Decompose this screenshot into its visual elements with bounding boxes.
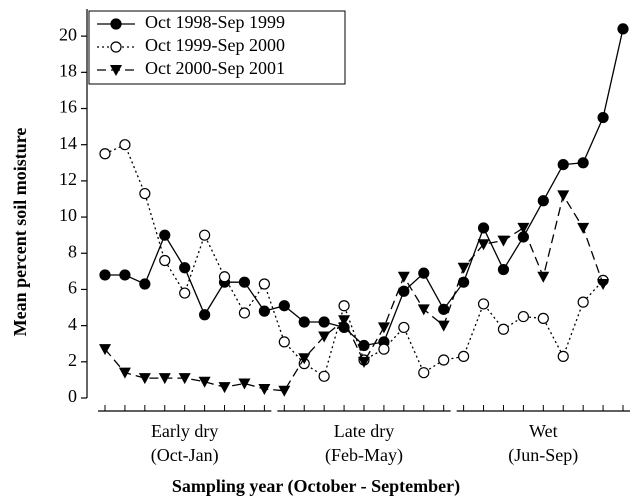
marker [119,269,131,281]
marker [417,304,430,316]
marker [577,157,589,169]
marker [397,271,410,283]
marker [398,285,410,297]
marker [557,350,569,362]
marker [458,350,470,362]
y-tick-label: 18 [59,60,77,80]
marker [577,296,589,308]
marker [378,343,390,355]
marker [99,344,111,356]
marker [118,367,131,379]
y-tick-label: 0 [68,386,77,406]
marker [418,367,430,379]
marker [99,269,111,281]
marker [537,195,549,207]
group-label: Late dry [334,421,394,441]
marker [198,376,211,388]
marker [338,315,351,327]
marker [278,336,290,348]
marker [238,307,251,319]
marker [238,276,251,288]
y-axis-label: Mean percent soil moisture [10,128,30,337]
y-tick-label: 14 [59,133,77,153]
legend-marker [110,18,122,30]
marker [557,190,570,202]
legend-label: Oct 1999-Sep 2000 [145,35,285,55]
legend-label: Oct 1998-Sep 1999 [145,12,285,32]
y-tick-label: 6 [68,278,77,298]
marker [298,353,311,365]
marker [258,278,270,290]
marker [537,312,549,324]
y-tick-label: 2 [68,350,77,370]
marker [139,278,151,290]
marker [318,331,331,343]
x-axis-label: Sampling year (October - September) [172,476,460,497]
y-tick-label: 20 [59,24,77,44]
group-label: Early dry [151,421,218,441]
legend-box [88,10,346,85]
marker [437,320,450,332]
group-label: (Feb-May) [325,445,403,466]
group-label: Wet [529,421,558,441]
marker [457,262,470,274]
marker [418,267,430,279]
marker [438,354,450,366]
y-tick-label: 4 [68,314,77,334]
marker [178,373,191,385]
marker [557,159,569,171]
marker [159,229,171,241]
marker [199,309,211,321]
marker [477,298,490,310]
group-label: (Jun-Sep) [508,445,578,466]
group-label: (Oct-Jan) [151,445,219,466]
marker [477,222,490,234]
marker [358,356,370,368]
marker [438,303,450,315]
marker [577,222,590,234]
legend-marker [110,65,122,76]
marker [139,187,151,200]
marker [179,287,191,299]
marker [318,370,330,382]
marker [617,23,629,35]
marker [477,239,490,251]
marker [179,262,191,274]
y-tick-label: 8 [68,241,77,261]
marker [318,316,330,328]
legend-label: Oct 2000-Sep 2001 [145,58,285,78]
marker [138,373,151,385]
marker [258,305,270,317]
marker [497,323,510,335]
series-line [104,193,604,392]
marker [258,383,271,395]
marker [278,300,290,312]
marker [218,271,231,283]
marker [517,310,529,323]
marker [377,322,390,334]
marker [218,382,231,394]
marker [517,222,530,234]
marker [497,263,510,276]
marker [99,148,111,160]
marker [398,321,410,334]
marker [278,385,291,397]
marker [497,235,510,247]
marker [199,229,211,241]
marker [597,279,610,291]
marker [298,316,310,328]
marker [338,300,350,312]
y-tick-label: 16 [59,97,77,117]
marker [537,271,550,283]
marker [158,373,171,385]
y-tick-label: 12 [59,169,77,189]
marker [238,378,251,390]
y-tick-label: 10 [59,205,77,225]
marker [159,254,171,267]
marker [597,111,609,124]
legend-marker [110,41,122,53]
marker [119,139,131,151]
